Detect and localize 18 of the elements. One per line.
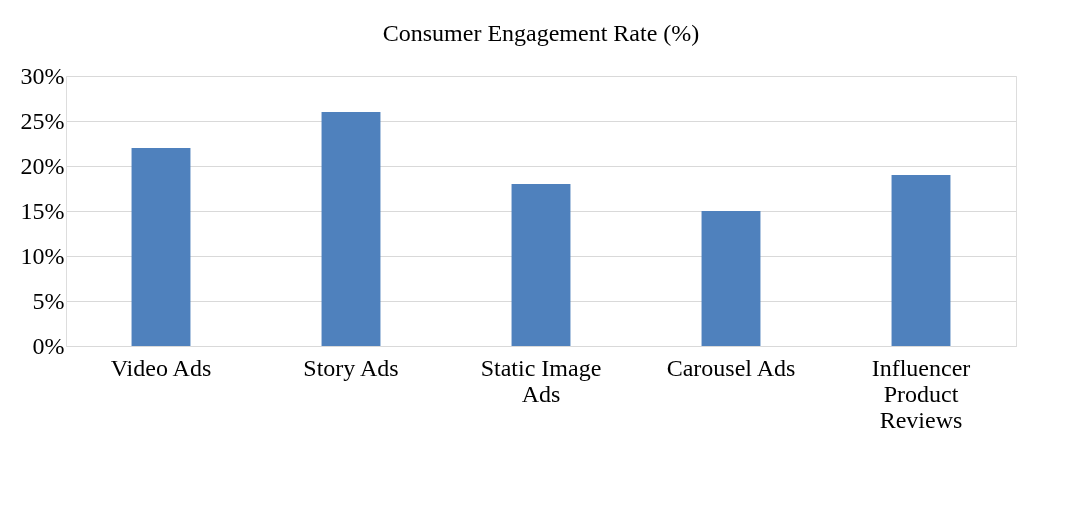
x-tick-label: Static Image Ads <box>480 354 602 407</box>
x-tick-label: Video Ads <box>110 354 212 381</box>
bar <box>701 211 761 346</box>
bar <box>891 175 951 346</box>
bar <box>511 184 571 346</box>
x-tick-label: Carousel Ads <box>666 354 796 381</box>
y-tick-label: 10% <box>20 242 65 269</box>
x-tick-label: Story Ads <box>303 354 399 381</box>
y-tick-label: 25% <box>20 107 65 134</box>
y-tick-label: 0% <box>32 332 65 359</box>
x-tick-label: Influencer Product Reviews <box>871 354 971 433</box>
bar <box>131 148 191 346</box>
y-tick-label: 5% <box>32 287 65 314</box>
chart-title: Consumer Engagement Rate (%) <box>382 20 700 46</box>
y-tick-label: 15% <box>20 197 65 224</box>
bar <box>321 112 381 346</box>
y-tick-label: 30% <box>20 62 65 89</box>
y-tick-label: 20% <box>20 152 65 179</box>
